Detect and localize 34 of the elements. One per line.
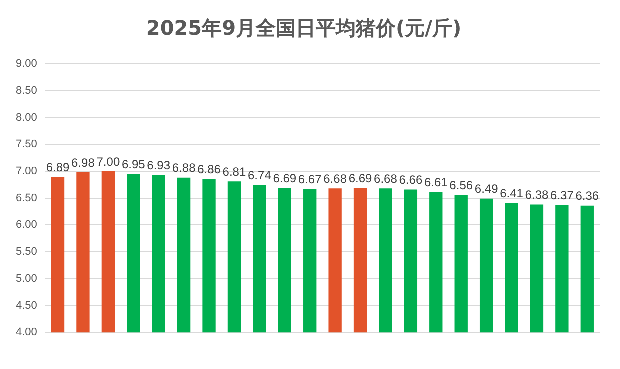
data-label: 6.69: [273, 171, 297, 186]
data-label: 6.49: [474, 182, 499, 196]
data-label: 6.74: [248, 168, 272, 183]
data-label: 6.88: [172, 161, 196, 176]
data-label: 6.38: [525, 188, 549, 202]
data-label: 6.67: [298, 172, 322, 186]
data-label: 6.41: [500, 186, 524, 200]
data-label: 6.68: [374, 172, 398, 186]
data-label: 6.89: [46, 160, 70, 175]
data-label: 6.86: [198, 162, 222, 176]
data-label: 7.00: [96, 154, 120, 169]
data-label: 6.66: [399, 173, 423, 188]
chart-title: 2025年9月全国日平均猪价(元/斤): [146, 16, 462, 40]
data-label: 6.56: [450, 178, 474, 192]
y-tick-label: 4.00: [16, 326, 38, 339]
data-label: 6.93: [147, 158, 171, 173]
y-tick-label: 5.50: [16, 246, 38, 258]
y-tick-label: 7.00: [16, 165, 38, 178]
y-tick-label: 6.50: [16, 192, 38, 204]
y-tick-label: 8.50: [16, 84, 38, 97]
data-label: 6.68: [324, 172, 348, 186]
data-label: 6.98: [72, 156, 96, 170]
data-label: 6.81: [222, 164, 246, 179]
data-label: 6.95: [122, 157, 146, 172]
y-tick-label: 9.00: [16, 58, 38, 70]
data-label: 6.61: [424, 176, 448, 190]
data-label: 6.37: [550, 188, 574, 203]
y-tick-label: 6.00: [16, 219, 38, 232]
data-label: 6.36: [576, 189, 600, 204]
y-tick-label: 8.00: [16, 112, 38, 124]
y-tick-label: 5.00: [16, 272, 38, 285]
y-tick-label: 4.50: [16, 300, 38, 312]
data-label: 6.69: [348, 171, 373, 186]
y-tick-label: 7.50: [16, 138, 38, 151]
